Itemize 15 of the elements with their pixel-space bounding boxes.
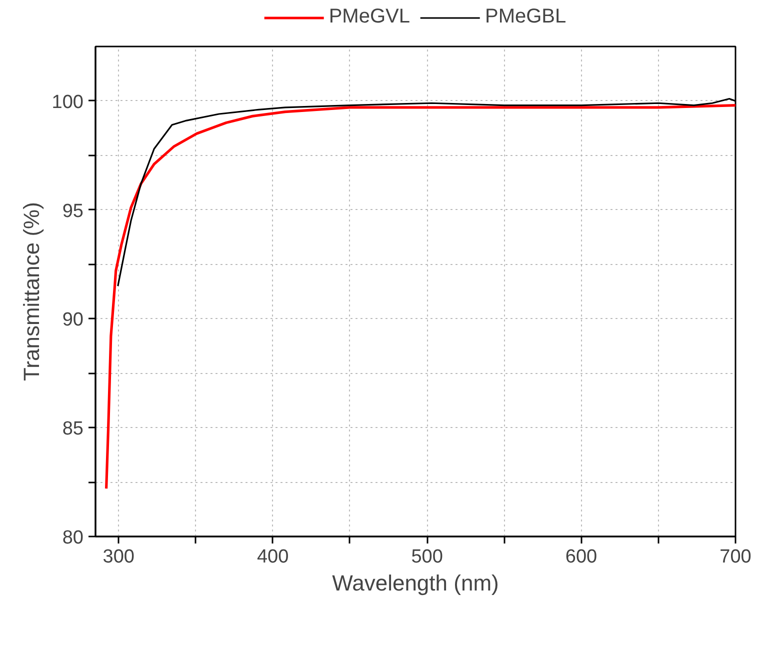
y-tick-label: 90 (62, 310, 84, 331)
y-tick-label: 95 (62, 200, 84, 222)
x-tick-label: 600 (565, 546, 598, 568)
x-tick-label: 500 (411, 546, 443, 568)
x-axis-title: Wavelength (nm) (332, 570, 499, 596)
legend-label: PMeGBL (485, 6, 566, 28)
y-axis-title: Transmittance (%) (18, 202, 44, 381)
y-tick-label: 100 (52, 92, 84, 113)
x-tick-label: 700 (720, 546, 752, 568)
line-series (104, 104, 736, 490)
y-tick-label: 80 (62, 528, 84, 548)
x-tick-label: 300 (102, 546, 134, 568)
y-tick-label: 85 (62, 418, 84, 440)
legend-label: PMeGVL (328, 6, 410, 28)
x-tick-label: 400 (257, 546, 289, 568)
